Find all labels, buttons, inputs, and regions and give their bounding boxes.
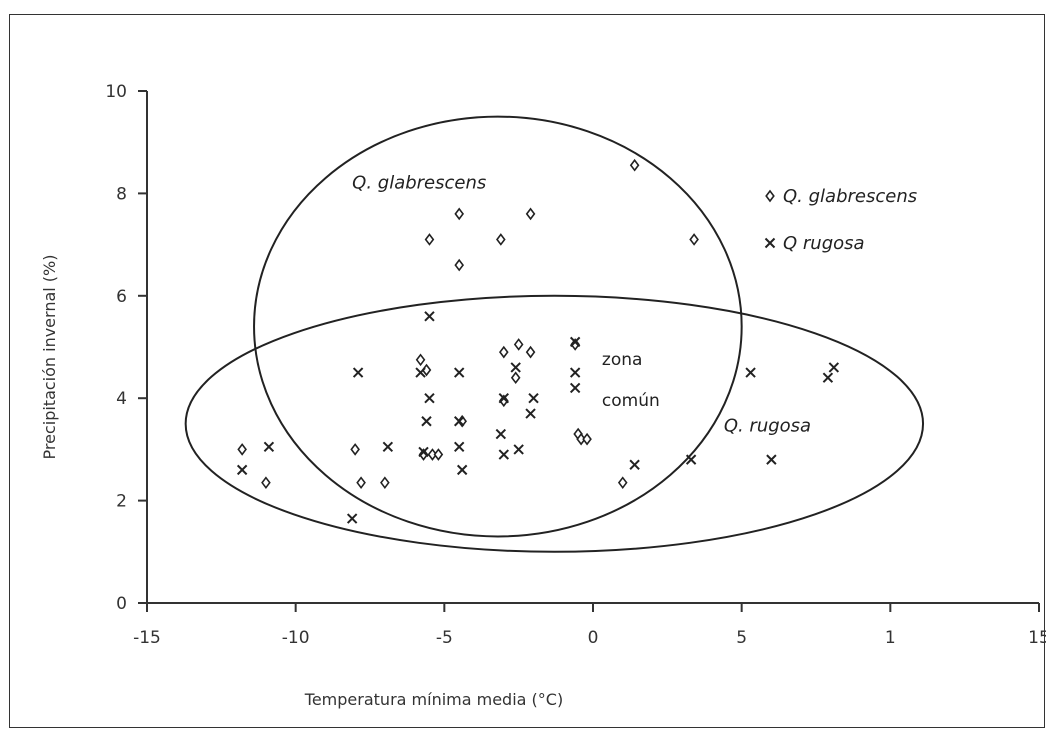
data-point-rugosa [456, 464, 468, 476]
data-point-rugosa [764, 237, 776, 249]
data-point-glabrescens [433, 448, 444, 461]
data-point-glabrescens [689, 233, 699, 246]
x-axis-label: Temperatura mínima media (°C) [304, 690, 563, 709]
data-point-rugosa [421, 416, 432, 427]
data-point-glabrescens [629, 158, 640, 172]
y-tick-label: 6 [116, 287, 127, 307]
data-point-rugosa [346, 513, 358, 524]
data-point-glabrescens [498, 345, 509, 359]
range-ellipse [253, 115, 743, 538]
data-point-rugosa [352, 367, 364, 378]
data-point-rugosa [498, 392, 510, 404]
data-point-glabrescens [496, 233, 506, 246]
data-point-glabrescens [525, 207, 536, 221]
range-ellipse [184, 294, 925, 553]
y-tick-label: 0 [116, 594, 127, 614]
data-point-rugosa [569, 367, 581, 378]
x-tick-label: 15 [1028, 628, 1046, 648]
data-point-glabrescens [454, 258, 465, 272]
data-point-glabrescens [261, 476, 271, 490]
data-point-glabrescens [498, 394, 509, 408]
data-point-glabrescens [454, 207, 465, 221]
data-point-glabrescens [525, 345, 536, 359]
data-point-glabrescens [356, 476, 366, 490]
data-point-glabrescens [415, 353, 426, 367]
y-tick-label: 2 [116, 492, 127, 512]
scatter-chart: -15 -10 -5 0 5 1 15 0 2 4 6 8 10 Temperatura mínima m… [40, 82, 1046, 709]
chart-frame: -15 -10 -5 0 5 1 15 0 2 4 6 8 10 Temperatura mínima m… [9, 14, 1046, 728]
data-point-glabrescens [510, 371, 521, 385]
data-point-rugosa [513, 444, 524, 455]
x-tick-label: 1 [885, 628, 896, 648]
data-point-rugosa [453, 367, 465, 378]
data-point-glabrescens [765, 189, 775, 203]
data-point-rugosa [424, 392, 435, 404]
data-point-glabrescens [570, 338, 580, 351]
data-point-rugosa [498, 449, 510, 460]
y-axis-label: Precipitación invernal (%) [40, 255, 59, 460]
data-point-rugosa [569, 336, 581, 348]
data-point-rugosa [745, 367, 756, 378]
data-point-rugosa [263, 441, 275, 453]
data-point-rugosa [685, 454, 697, 465]
data-point-rugosa [418, 446, 429, 458]
data-point-glabrescens [418, 448, 429, 461]
legend-label: Q. glabrescens [783, 186, 917, 207]
data-point-glabrescens [350, 443, 360, 456]
legend-label: Q rugosa [783, 233, 865, 254]
data-point-rugosa [382, 441, 394, 453]
data-point-rugosa [453, 441, 465, 453]
data-point-rugosa [629, 459, 640, 470]
data-point-rugosa [510, 362, 521, 373]
data-point-rugosa [236, 464, 248, 476]
data-point-rugosa [495, 428, 507, 440]
data-point-rugosa [453, 416, 465, 427]
chart-annotation: Q. glabrescens [352, 172, 486, 193]
data-point-rugosa [525, 408, 536, 419]
data-point-glabrescens [380, 476, 390, 490]
y-tick-label: 8 [116, 184, 127, 204]
data-point-glabrescens [617, 476, 628, 490]
data-point-glabrescens [424, 233, 435, 246]
x-tick-label: -5 [436, 628, 453, 648]
data-point-rugosa [415, 367, 426, 378]
x-tick-label: -10 [282, 628, 310, 648]
data-point-rugosa [528, 392, 539, 404]
data-point-rugosa [766, 454, 777, 465]
chart-annotation: zona [602, 350, 643, 370]
x-tick-label: 5 [736, 628, 747, 648]
data-point-glabrescens [513, 338, 524, 351]
data-point-rugosa [828, 362, 840, 373]
x-tick-label: -15 [133, 628, 161, 648]
data-point-glabrescens [582, 432, 592, 446]
data-point-rugosa [424, 311, 435, 322]
data-point-rugosa [822, 372, 834, 383]
y-tick-label: 4 [116, 389, 127, 409]
x-tick-label: 0 [588, 628, 599, 648]
y-tick-label: 10 [105, 82, 127, 102]
data-point-glabrescens [237, 443, 247, 456]
chart-annotation: Q. rugosa [724, 415, 811, 436]
data-point-rugosa [569, 382, 581, 394]
chart-annotation: común [602, 391, 660, 411]
